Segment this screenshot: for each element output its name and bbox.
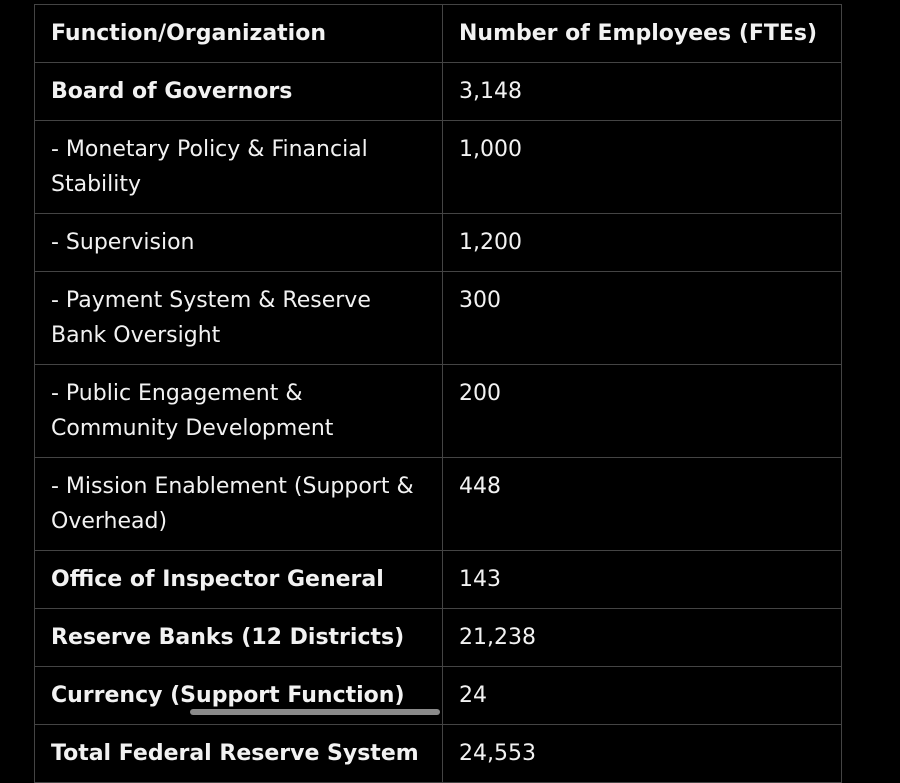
employees-cell: 21,238 — [442, 608, 842, 667]
function-cell: Total Federal Reserve System — [34, 724, 443, 783]
table-row: Reserve Banks (12 Districts) 21,238 — [34, 608, 842, 667]
table-row: Total Federal Reserve System 24,553 — [34, 724, 842, 783]
employees-cell: 1,000 — [442, 120, 842, 214]
employees-cell: 200 — [442, 364, 842, 458]
table-row: - Monetary Policy & Financial Stability 1… — [34, 120, 842, 214]
function-cell: - Payment System & Reserve Bank Oversigh… — [34, 271, 443, 365]
table-row: Office of Inspector General 143 — [34, 550, 842, 609]
function-cell: Currency (Support Function) — [34, 666, 443, 725]
employees-cell: 143 — [442, 550, 842, 609]
table-row: Board of Governors 3,148 — [34, 62, 842, 121]
header-cell: Function/Organization — [34, 4, 443, 63]
header-row: Function/Organization Number of Employee… — [34, 4, 842, 63]
table-row: - Public Engagement & Community Developm… — [34, 364, 842, 458]
table-row: Currency (Support Function) 24 — [34, 666, 842, 725]
function-cell: - Monetary Policy & Financial Stability — [34, 120, 443, 214]
header-cell: Number of Employees (FTEs) — [442, 4, 842, 63]
table-row: - Mission Enablement (Support & Overhead… — [34, 457, 842, 551]
function-cell: - Mission Enablement (Support & Overhead… — [34, 457, 443, 551]
function-cell: - Supervision — [34, 213, 443, 272]
page: Function/Organization Number of Employee… — [34, 4, 842, 783]
employees-cell: 448 — [442, 457, 842, 551]
employees-cell: 3,148 — [442, 62, 842, 121]
function-cell: - Public Engagement & Community Developm… — [34, 364, 443, 458]
scrollbar[interactable] — [190, 709, 440, 715]
function-cell: Board of Governors — [34, 62, 443, 121]
table-row: - Payment System & Reserve Bank Oversigh… — [34, 271, 842, 365]
function-cell: Office of Inspector General — [34, 550, 443, 609]
employee-table: Function/Organization Number of Employee… — [34, 4, 842, 783]
employees-cell: 24,553 — [442, 724, 842, 783]
employees-cell: 24 — [442, 666, 842, 725]
employees-cell: 300 — [442, 271, 842, 365]
employees-cell: 1,200 — [442, 213, 842, 272]
function-cell: Reserve Banks (12 Districts) — [34, 608, 443, 667]
table-row: - Supervision 1,200 — [34, 213, 842, 272]
